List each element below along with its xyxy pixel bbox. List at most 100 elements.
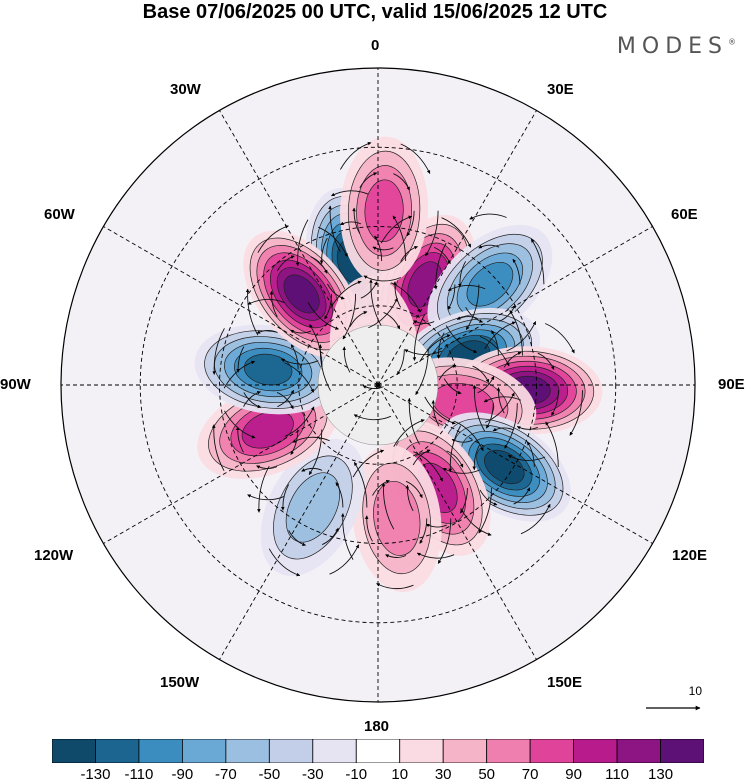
- streamline-arrow: [295, 219, 309, 267]
- streamline-arrow: [442, 467, 481, 474]
- colorbar-tick-label: -110: [124, 766, 154, 783]
- streamline-arrow: [307, 302, 339, 330]
- streamline-arrow: [451, 438, 473, 443]
- colorbar-swatch: [95, 739, 140, 763]
- streamline-arrow: [425, 523, 447, 528]
- streamline-arrow: [329, 544, 360, 575]
- streamline-arrow: [330, 280, 362, 309]
- streamline-arrow: [269, 290, 278, 318]
- streamline-arrow: [243, 392, 262, 409]
- streamline-arrow: [324, 293, 333, 320]
- streamline-arrow: [393, 173, 410, 191]
- colorbar-tick-label: 90: [565, 766, 582, 783]
- streamline-arrow: [465, 284, 480, 330]
- anomaly-center: [260, 438, 366, 576]
- streamline-arrow: [342, 346, 351, 373]
- streamline-arrow: [485, 403, 494, 429]
- streamline-arrow: [211, 424, 225, 472]
- colorbar-tick-label: 30: [434, 766, 452, 783]
- streamline-arrow: [385, 554, 407, 558]
- streamline-arrow: [436, 332, 445, 359]
- meridian-line: [377, 226, 653, 386]
- streamline-arrow: [290, 329, 312, 334]
- streamline-arrow: [331, 190, 369, 197]
- label-lon-90w: 90W: [0, 376, 31, 393]
- streamline-arrow: [491, 330, 499, 356]
- streamline-arrow: [509, 310, 523, 356]
- streamline-arrow: [352, 207, 361, 234]
- colorbar-swatch: [529, 739, 574, 763]
- colorbar-tick-label: 50: [478, 766, 495, 783]
- streamline-arrow: [516, 426, 538, 430]
- streamline-arrow: [405, 480, 423, 499]
- colorbar-tick-label: 10: [391, 766, 409, 783]
- streamline-arrow: [390, 282, 421, 313]
- streamline-arrow: [433, 246, 451, 265]
- streamline-arrow: [445, 325, 478, 354]
- streamline-arrow: [363, 275, 401, 282]
- colorbar-tick-label: 70: [521, 766, 539, 783]
- streamline-arrow: [415, 349, 429, 395]
- colorbar-tick-label: -90: [171, 766, 194, 783]
- streamline-arrow: [308, 429, 323, 475]
- streamline-arrow: [424, 396, 456, 425]
- map-border: [60, 67, 696, 703]
- streamline-arrow: [284, 362, 314, 393]
- streamline-arrow: [381, 482, 395, 530]
- colorbar-tick-label: -10: [345, 766, 368, 783]
- streamline-arrow: [360, 281, 378, 299]
- streamline-arrow: [256, 330, 278, 334]
- north-pole-marker: [375, 382, 381, 388]
- streamline-arrow: [383, 312, 401, 330]
- streamline-arrow: [276, 392, 294, 410]
- streamline-arrow: [392, 281, 402, 308]
- streamline-arrow: [447, 285, 486, 291]
- streamline-arrow: [551, 390, 559, 416]
- streamline-arrow: [469, 213, 507, 220]
- streamline-arrow: [342, 293, 357, 340]
- colorbar-swatch: [225, 739, 270, 763]
- label-lon-30w: 30W: [170, 81, 201, 98]
- streamline-arrow: [484, 392, 515, 423]
- streamline-arrow: [513, 487, 531, 505]
- streamline-arrow: [544, 323, 575, 354]
- streamline-arrow: [456, 316, 478, 320]
- meridian-line: [219, 384, 379, 660]
- streamline-arrow: [243, 390, 261, 407]
- colorbar-swatch: [52, 739, 96, 763]
- label-lon-120e: 120E: [672, 547, 708, 564]
- streamline-arrow: [277, 389, 294, 408]
- streamline-arrow: [447, 284, 456, 310]
- streamline-arrow: [376, 583, 414, 590]
- colorbar-tick-label: -30: [301, 766, 324, 783]
- streamline-arrow: [484, 321, 516, 350]
- streamline-arrow: [569, 390, 583, 436]
- label-lon-60e: 60E: [671, 206, 698, 223]
- streamline-arrow: [374, 235, 383, 261]
- streamline-arrow: [362, 385, 384, 389]
- streamline-arrow: [453, 420, 484, 452]
- streamline-arrow: [526, 441, 535, 468]
- streamline-arrow: [478, 487, 492, 534]
- anomaly-center: [340, 136, 429, 285]
- streamline-arrow: [483, 396, 522, 403]
- streamline-arrow: [407, 397, 420, 445]
- streamline-arrow: [441, 217, 472, 248]
- streamline-arrow: [478, 244, 500, 249]
- streamline-arrow: [437, 518, 452, 564]
- colorbar-swatch: [399, 739, 444, 763]
- streamline-arrow: [319, 237, 328, 265]
- modes-logo: MODES®: [616, 34, 736, 59]
- streamline-arrow: [496, 387, 505, 414]
- streamline-arrow: [364, 515, 373, 542]
- colorbar-swatch: [268, 739, 314, 763]
- meridian-line: [103, 384, 379, 544]
- meridian-line: [377, 384, 653, 544]
- meridian-line: [219, 110, 379, 386]
- streamline-arrow: [507, 454, 546, 461]
- streamline-arrow: [349, 310, 368, 327]
- streamline-arrow: [372, 246, 394, 251]
- colorbar-tick-label: 130: [648, 766, 674, 783]
- streamline-arrow: [458, 261, 467, 288]
